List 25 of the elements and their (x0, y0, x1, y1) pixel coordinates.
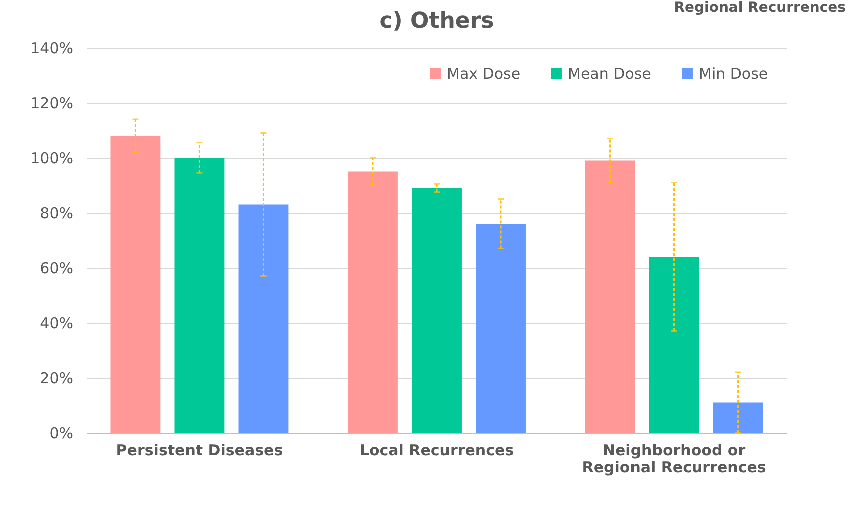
legend-label: Max Dose (447, 64, 521, 83)
y-tick-label: 60% (40, 260, 74, 278)
bar (476, 224, 526, 433)
y-tick-label: 100% (30, 150, 74, 168)
bar (649, 257, 700, 433)
y-tick-label: 140% (30, 40, 74, 58)
bar (238, 204, 289, 433)
text: Regional Recurrences (674, 0, 846, 16)
x-tick-label: Local Recurrences (360, 442, 514, 460)
y-tick-label: 0% (50, 424, 74, 442)
y-tick-label: 40% (40, 314, 74, 332)
bar (713, 402, 764, 433)
bar (174, 158, 225, 433)
legend-label: Mean Dose (568, 64, 652, 83)
bar (348, 172, 398, 433)
x-tick-label: Neighborhood or Regional Recurrences (582, 442, 766, 476)
chart-title: c) Others (380, 9, 494, 34)
y-tick-label: 120% (30, 94, 74, 112)
x-tick-label: Persistent Diseases (116, 442, 284, 460)
y-tick-label: 80% (40, 204, 74, 222)
bar (412, 188, 462, 433)
y-tick-label: 20% (40, 370, 74, 388)
bar (110, 136, 161, 433)
legend-label: Min Dose (699, 64, 768, 83)
bar (585, 160, 636, 433)
